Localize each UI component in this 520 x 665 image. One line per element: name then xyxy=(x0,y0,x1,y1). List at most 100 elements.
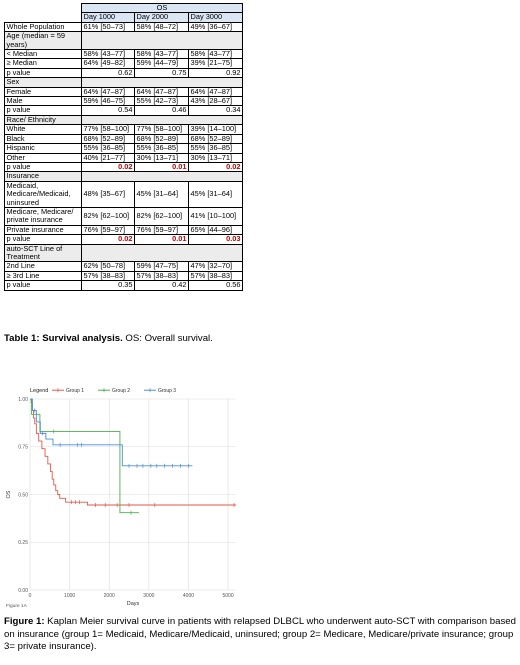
table-column-header: Day 3000 xyxy=(187,12,244,23)
table-column-header: Day 1000 xyxy=(81,12,135,23)
y-tick-label: 0.25 xyxy=(18,540,28,546)
os-value-cell: 62% [50–78] xyxy=(81,261,135,272)
os-value-cell: 82% [62–100] xyxy=(134,206,189,226)
os-value-cell: 57% [38–83] xyxy=(81,270,135,282)
table-row-label: Male xyxy=(4,96,82,107)
table-row: ≥ 3rd Line 57% [38–83] 57% [38–83] 57% [38–… xyxy=(4,270,244,282)
p-value-cell: 0.01 xyxy=(134,161,189,173)
table-pvalue-row: p value 0.62 0.75 0.92 xyxy=(4,67,244,79)
os-value-cell: 55% [36–85] xyxy=(81,143,135,154)
figure-corner-label: Figure 1A xyxy=(6,603,28,609)
os-value-cell: 68% [52–89] xyxy=(81,133,135,145)
os-value-cell: 47% [32–70] xyxy=(187,261,244,272)
table-section-label: Race/ Ethnicity xyxy=(4,114,82,126)
p-value-cell: 0.54 xyxy=(81,105,135,116)
table-section-fill xyxy=(80,171,244,182)
os-value-cell: 59% [44–79] xyxy=(134,58,189,69)
table-section-fill xyxy=(80,77,244,88)
table-row-label: Other xyxy=(4,152,82,163)
p-value-cell: 0.01 xyxy=(134,234,189,245)
figure-caption: Figure 1: Kaplan Meier survival curve in… xyxy=(4,616,516,654)
table-row-label: ≥ Median xyxy=(4,58,82,69)
y-tick-label: 0.00 xyxy=(18,588,28,594)
os-value-cell: 76% [59–97] xyxy=(81,224,135,236)
table-row: Whole Population 61% [50–73] 58% [48–72] 49… xyxy=(4,21,244,33)
x-tick-label: 2000 xyxy=(104,593,115,599)
table-section-row: Race/ Ethnicity xyxy=(4,114,244,126)
os-value-cell: 40% [21–77] xyxy=(81,152,135,163)
table-row: 2nd Line 62% [50–78] 59% [47–75] 47% [32–70… xyxy=(4,261,244,272)
p-value-cell: 0.42 xyxy=(134,280,189,291)
p-value-cell: 0.56 xyxy=(187,280,244,291)
os-value-cell: 58% [43–77] xyxy=(187,49,244,60)
x-tick-label: 4000 xyxy=(183,593,194,599)
p-value-cell: 0.75 xyxy=(134,67,189,79)
legend-title: Legend xyxy=(30,388,48,394)
os-value-cell: 59% [47–75] xyxy=(134,261,189,272)
y-tick-label: 1.00 xyxy=(18,397,28,403)
table-section-fill xyxy=(80,243,244,263)
os-value-cell: 64% [47–87] xyxy=(81,86,135,98)
table-row-label: Hispanic xyxy=(4,143,82,154)
table-row: Female 64% [47–87] 64% [47–87] 64% [47–87] xyxy=(4,86,244,98)
table-pvalue-row: p value 0.54 0.46 0.34 xyxy=(4,105,244,116)
x-axis-label: Days xyxy=(127,601,140,607)
x-tick-label: 3000 xyxy=(143,593,154,599)
table-caption-text: OS: Overall survival. xyxy=(122,333,213,344)
table-row-label: Private insurance xyxy=(4,224,82,236)
os-value-cell: 39% [14–100] xyxy=(187,124,244,135)
figure-caption-title: Figure 1: xyxy=(4,616,45,627)
table-corner-cell xyxy=(4,3,82,13)
p-value-cell: 0.35 xyxy=(81,280,135,291)
os-value-cell: 65% [44–96] xyxy=(187,224,244,236)
os-value-cell: 45% [31–64] xyxy=(134,180,189,208)
table-section-row: Age (median = 59 years) xyxy=(4,31,244,51)
table-row-label: Female xyxy=(4,86,82,98)
table-section-fill xyxy=(80,31,244,51)
os-value-cell: 55% [36–85] xyxy=(187,143,244,154)
kaplan-meier-chart: 0.00 0.25 0.50 0.75 1.00 0 1000 2000 3000 4000 500… xyxy=(6,388,236,609)
y-axis-label: OS xyxy=(6,490,12,498)
os-value-cell: 49% [36–67] xyxy=(187,21,244,33)
os-value-cell: 57% [38–83] xyxy=(134,270,189,282)
os-value-cell: 61% [50–73] xyxy=(81,21,135,33)
table-corner-cell xyxy=(4,12,82,23)
table-pvalue-row: p value 0.35 0.42 0.56 xyxy=(4,280,244,291)
p-value-cell: 0.02 xyxy=(81,161,135,173)
os-value-cell: 30% [13–71] xyxy=(187,152,244,163)
table-row-label: p value xyxy=(4,161,82,173)
table-row-label: Medicaid, Medicare/Medicaid, uninsured xyxy=(4,180,82,208)
table-section-row: auto-SCT Line of Treatment xyxy=(4,243,244,263)
p-value-cell: 0.62 xyxy=(81,67,135,79)
os-value-cell: 64% [47–87] xyxy=(134,86,189,98)
os-value-cell: 48% [35–67] xyxy=(81,180,135,208)
table-row: ≥ Median 64% [49–82] 59% [44–79] 39% [21–75… xyxy=(4,58,244,69)
table-row-label: Black xyxy=(4,133,82,145)
p-value-cell: 0.02 xyxy=(187,161,244,173)
x-tick-label: 5000 xyxy=(223,593,234,599)
table-row: White 77% [58–100] 77% [58–100] 39% [14–100… xyxy=(4,124,244,135)
table-row-label: p value xyxy=(4,105,82,116)
os-value-cell: 59% [46–75] xyxy=(81,96,135,107)
os-value-cell: 77% [58–100] xyxy=(81,124,135,135)
table-row: < Median 58% [43–77] 58% [43–77] 58% [43–77… xyxy=(4,49,244,60)
table-row: Male 59% [46–75] 55% [42–73] 43% [28–67] xyxy=(4,96,244,107)
table-caption: Table 1: Survival analysis. OS: Overall … xyxy=(4,333,504,346)
table-row-label: Whole Population xyxy=(4,21,82,33)
os-value-cell: 45% [31–64] xyxy=(187,180,244,208)
table-row-label: p value xyxy=(4,234,82,245)
os-value-cell: 58% [43–77] xyxy=(134,49,189,60)
table-section-fill xyxy=(80,114,244,126)
os-value-cell: 82% [62–100] xyxy=(81,206,135,226)
p-value-cell: 0.34 xyxy=(187,105,244,116)
y-tick-label: 0.75 xyxy=(18,445,28,451)
x-tick-label: 0 xyxy=(29,593,32,599)
table-section-label: Sex xyxy=(4,77,82,88)
table-row: Private insurance 76% [59–97] 76% [59–97] 6… xyxy=(4,224,244,236)
table-row-label: < Median xyxy=(4,49,82,60)
table-section-label: Insurance xyxy=(4,171,82,182)
os-value-cell: 58% [43–77] xyxy=(81,49,135,60)
table-os-header: OS xyxy=(80,2,244,14)
os-value-cell: 39% [21–75] xyxy=(187,58,244,69)
legend-label: Group 3 xyxy=(158,388,176,394)
